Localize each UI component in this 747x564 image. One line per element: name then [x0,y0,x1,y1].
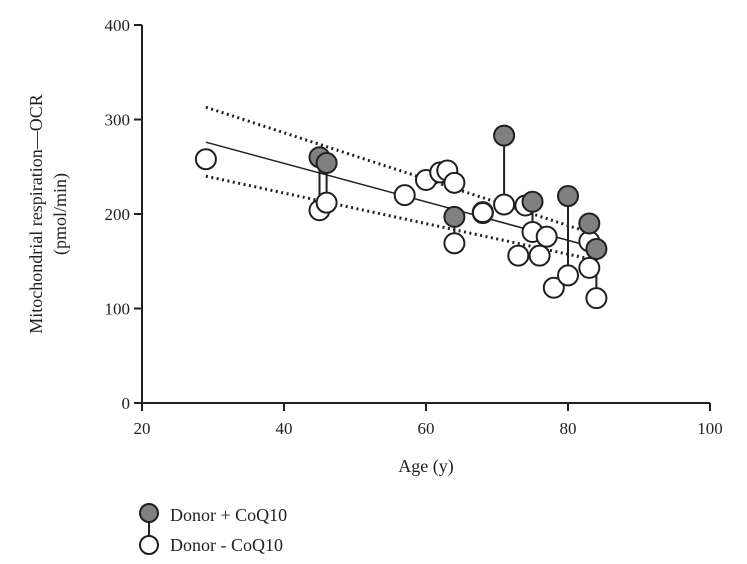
x-tick-label: 20 [134,419,151,438]
point-donor-plus-coq10 [521,190,544,213]
y-axis-label: Mitochondrial respiration—OCR [26,94,46,333]
legend: Donor + CoQ10 Donor - CoQ10 [138,500,287,560]
point-donor-plus-coq10 [443,205,466,228]
x-tick-label: 60 [418,419,435,438]
confidence-band-upper [205,105,597,237]
point-donor-minus-coq10 [535,225,558,248]
x-tick-label: 100 [697,419,723,438]
x-axis-label: Age (y) [398,456,453,477]
y-tick-label: 400 [105,16,131,35]
x-tick-label: 40 [276,419,293,438]
y-tick-label: 200 [105,205,131,224]
point-donor-minus-coq10 [393,184,416,207]
axes: 0 100 200 300 400 20 40 60 80 100 Age (y) Mitoch… [26,16,723,477]
y-ticks: 0 100 200 300 400 [105,16,142,413]
filled-circle-icon [139,503,159,530]
point-donor-minus-coq10 [542,276,565,299]
point-donor-plus-coq10 [471,201,494,224]
legend-label: Donor + CoQ10 [170,504,288,525]
x-tick-label: 80 [560,419,577,438]
x-ticks: 20 40 60 80 100 [134,403,723,438]
confidence-band-lower [205,174,597,262]
legend-item-donor-minus-coq10: Donor - CoQ10 [138,530,287,560]
point-donor-minus-coq10 [507,244,530,267]
y-tick-label: 300 [105,111,131,130]
y-tick-label: 0 [122,394,131,413]
y-axis-unit-label: (pmol/min) [50,173,71,255]
legend-label: Donor - CoQ10 [170,534,283,555]
data-points [194,124,608,310]
point-donor-plus-coq10 [585,237,608,260]
point-donor-minus-coq10 [443,232,466,255]
open-circle-icon [139,530,159,555]
point-donor-minus-coq10 [528,244,551,267]
point-donor-plus-coq10 [557,185,579,208]
point-donor-minus-coq10 [493,193,516,216]
point-donor-plus-coq10 [315,151,338,174]
point-donor-minus-coq10 [585,287,608,310]
legend-item-donor-plus-coq10: Donor + CoQ10 [138,500,287,530]
point-donor-minus-coq10 [315,191,338,214]
y-tick-label: 100 [105,300,131,319]
point-donor-minus-coq10 [578,256,601,279]
point-donor-plus-coq10 [493,124,516,147]
point-donor-minus-coq10 [557,264,579,287]
point-donor-minus-coq10 [443,171,466,194]
point-donor-minus-coq10 [194,148,217,171]
point-donor-plus-coq10 [578,212,601,235]
